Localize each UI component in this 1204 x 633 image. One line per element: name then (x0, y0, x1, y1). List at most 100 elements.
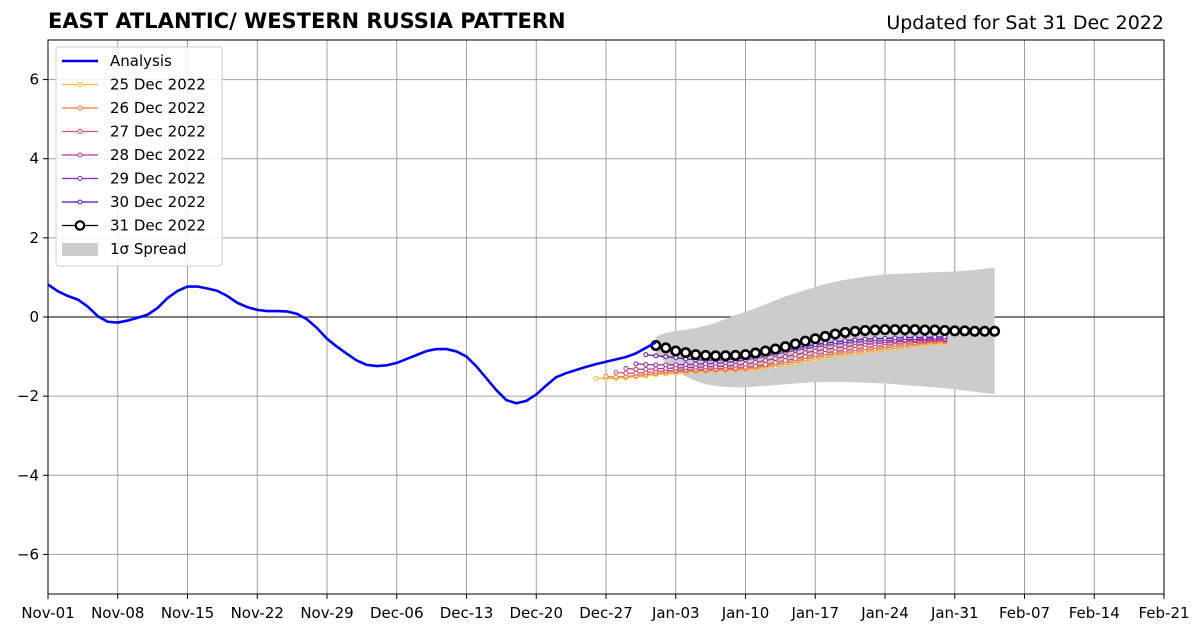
legend-label: 30 Dec 2022 (110, 193, 206, 211)
forecast-point (929, 324, 941, 336)
analysis-line (47, 283, 657, 405)
forecast-point (683, 361, 689, 367)
y-tick-label: 6 (29, 71, 39, 89)
forecast-point (832, 339, 838, 345)
forecast-point (613, 374, 619, 380)
legend-box (55, 46, 223, 267)
forecast-point (593, 375, 599, 381)
legend-item: 1σ Spread (62, 240, 187, 258)
x-tick-label: Nov-29 (300, 604, 353, 622)
legend-item: Analysis (62, 52, 172, 70)
x-tick-label: Dec-06 (370, 604, 424, 622)
forecast-point (752, 360, 758, 366)
forecast-point (939, 324, 951, 336)
legend-marker (77, 176, 83, 181)
forecast-point (633, 361, 639, 367)
chart-title: EAST ATLANTIC/ WESTERN RUSSIA PATTERN (48, 9, 566, 33)
forecast-line (615, 340, 945, 374)
forecast-point (879, 324, 891, 336)
forecast-point (839, 326, 851, 338)
series-layer (47, 283, 1001, 405)
forecast-point (902, 335, 908, 341)
forecast-point (859, 324, 871, 336)
legend-marker (77, 152, 83, 158)
forecast-point (782, 354, 788, 360)
forecast-point (852, 337, 858, 343)
legend-label: 31 Dec 2022 (110, 217, 206, 235)
forecast-point (730, 349, 742, 361)
forecast-point (690, 349, 702, 361)
forecast-point (653, 362, 659, 368)
legend-swatch (62, 243, 98, 256)
forecast-point (653, 353, 659, 359)
forecast-point (769, 343, 781, 355)
forecast-point (792, 352, 798, 358)
x-tick-label: Feb-21 (1138, 604, 1189, 622)
x-tick-label: Jan-24 (860, 604, 909, 622)
legend-label: Analysis (110, 52, 172, 70)
forecast-point (762, 358, 768, 364)
y-tick-label: −4 (17, 466, 39, 484)
x-tick-label: Feb-07 (999, 604, 1050, 622)
forecast-point (922, 335, 928, 341)
forecast-point (623, 370, 629, 376)
forecast-point (623, 365, 629, 371)
x-tick-label: Jan-10 (721, 604, 770, 622)
forecast-point (663, 362, 669, 368)
x-tick-label: Dec-20 (509, 604, 563, 622)
forecast-point (899, 324, 911, 336)
x-tick-label: Nov-01 (21, 604, 74, 622)
forecast-point (802, 354, 808, 360)
x-tick-label: Nov-08 (91, 604, 144, 622)
forecast-point (872, 336, 878, 342)
forecast-point (743, 361, 748, 367)
forecast-point (822, 346, 828, 352)
forecast-point (862, 336, 868, 342)
forecast-point (949, 325, 961, 337)
x-tick-label: Jan-17 (790, 604, 839, 622)
x-tick-label: Nov-22 (231, 604, 284, 622)
forecast-point (772, 356, 778, 362)
forecast-point (919, 324, 931, 336)
forecast-point (643, 361, 649, 367)
y-tick-label: 2 (29, 229, 39, 247)
forecast-point (693, 361, 699, 367)
forecast-point (932, 334, 938, 340)
forecast-point (700, 349, 712, 361)
legend-label: 1σ Spread (110, 240, 187, 258)
legend-label: 25 Dec 2022 (110, 76, 206, 94)
legend-item: 27 Dec 2022 (62, 123, 206, 141)
forecast-point (779, 341, 791, 353)
forecast-point (842, 338, 848, 344)
forecast-point (613, 369, 619, 375)
legend-item: 26 Dec 2022 (62, 99, 206, 117)
forecast-point (673, 362, 679, 368)
y-tick-label: 4 (29, 150, 39, 168)
forecast-point (680, 347, 692, 359)
legend-item: 30 Dec 2022 (62, 193, 206, 211)
forecast-point (772, 360, 778, 366)
forecast-point (670, 345, 682, 357)
forecast-point (849, 325, 861, 337)
forecast-point (799, 335, 811, 347)
legend-item: 25 Dec 2022 (62, 76, 206, 94)
tick-layer: Nov-01 Nov-08 Nov-15 Nov-22 Nov-29 Dec-06 Dec-… (17, 71, 1190, 622)
forecast-point (802, 350, 808, 356)
y-tick-label: 0 (29, 308, 39, 326)
legend-marker (74, 220, 86, 231)
forecast-point (633, 370, 639, 376)
forecast-point (829, 328, 841, 340)
x-tick-label: Nov-15 (161, 604, 214, 622)
legend: Analysis 25 Dec 2022 26 Dec 2022 27 Dec 202… (55, 46, 223, 267)
forecast-series (650, 324, 1001, 362)
legend-item: 29 Dec 2022 (62, 170, 206, 188)
forecast-point (889, 324, 901, 336)
forecast-point (643, 352, 649, 358)
forecast-point (643, 366, 649, 372)
forecast-point (653, 366, 659, 372)
forecast-point (809, 333, 821, 345)
spread-layer (655, 267, 995, 395)
legend-label: 26 Dec 2022 (110, 99, 206, 117)
y-tick-label: −2 (17, 387, 39, 405)
forecast-point (882, 335, 888, 341)
